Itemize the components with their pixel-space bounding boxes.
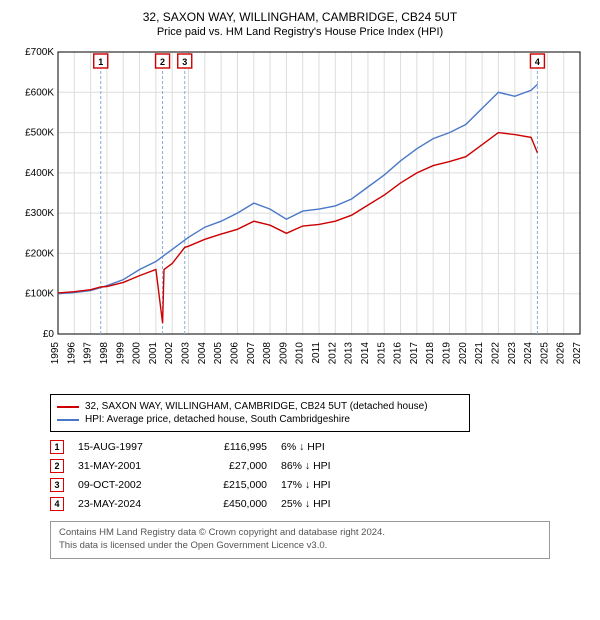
event-row: 1 15-AUG-1997 £116,995 6% ↓ HPI — [50, 440, 590, 454]
event-date: 09-OCT-2002 — [78, 479, 173, 491]
event-pct: 86% ↓ HPI — [281, 460, 381, 472]
event-date: 15-AUG-1997 — [78, 441, 173, 453]
svg-text:1: 1 — [98, 57, 103, 67]
svg-text:2007: 2007 — [246, 342, 257, 365]
svg-text:2010: 2010 — [295, 342, 306, 365]
svg-text:2005: 2005 — [213, 342, 224, 365]
svg-text:2015: 2015 — [376, 342, 387, 365]
event-row: 4 23-MAY-2024 £450,000 25% ↓ HPI — [50, 497, 590, 511]
title-main: 32, SAXON WAY, WILLINGHAM, CAMBRIDGE, CB… — [10, 10, 590, 24]
svg-text:2009: 2009 — [278, 342, 289, 365]
event-pct: 17% ↓ HPI — [281, 479, 381, 491]
svg-text:2011: 2011 — [311, 342, 322, 364]
title-sub: Price paid vs. HM Land Registry's House … — [10, 26, 590, 38]
svg-text:£500K: £500K — [25, 128, 54, 139]
svg-text:£200K: £200K — [25, 248, 54, 259]
legend: 32, SAXON WAY, WILLINGHAM, CAMBRIDGE, CB… — [50, 394, 470, 432]
legend-label: HPI: Average price, detached house, Sout… — [85, 414, 350, 425]
svg-text:£400K: £400K — [25, 168, 54, 179]
svg-text:1995: 1995 — [50, 342, 61, 365]
event-marker-icon: 2 — [50, 459, 64, 473]
svg-text:3: 3 — [182, 57, 187, 67]
svg-text:2004: 2004 — [197, 342, 208, 365]
event-price: £116,995 — [187, 441, 267, 453]
legend-swatch — [57, 406, 79, 408]
svg-text:2000: 2000 — [132, 342, 143, 365]
svg-text:2012: 2012 — [327, 342, 338, 365]
svg-text:2: 2 — [160, 57, 165, 67]
svg-text:2001: 2001 — [148, 342, 159, 365]
chart-container: 32, SAXON WAY, WILLINGHAM, CAMBRIDGE, CB… — [0, 0, 600, 569]
svg-text:2013: 2013 — [344, 342, 355, 365]
event-date: 31-MAY-2001 — [78, 460, 173, 472]
svg-text:2024: 2024 — [523, 342, 534, 365]
event-pct: 6% ↓ HPI — [281, 441, 381, 453]
svg-text:1997: 1997 — [83, 342, 94, 365]
svg-text:2023: 2023 — [507, 342, 518, 365]
chart-area: £0 £100K £200K £300K £400K £500K £600K £700K 199… — [10, 44, 590, 384]
legend-item: HPI: Average price, detached house, Sout… — [57, 414, 463, 425]
svg-text:2014: 2014 — [360, 342, 371, 365]
svg-text:2027: 2027 — [572, 342, 583, 365]
event-date: 23-MAY-2024 — [78, 498, 173, 510]
svg-text:2008: 2008 — [262, 342, 273, 365]
svg-text:2003: 2003 — [181, 342, 192, 365]
event-marker-icon: 4 — [50, 497, 64, 511]
svg-text:£100K: £100K — [25, 289, 54, 300]
event-row: 2 31-MAY-2001 £27,000 86% ↓ HPI — [50, 459, 590, 473]
svg-text:1998: 1998 — [99, 342, 110, 365]
legend-item: 32, SAXON WAY, WILLINGHAM, CAMBRIDGE, CB… — [57, 401, 463, 412]
events-table: 1 15-AUG-1997 £116,995 6% ↓ HPI 2 31-MAY-2001… — [50, 440, 590, 511]
event-pct: 25% ↓ HPI — [281, 498, 381, 510]
svg-text:1999: 1999 — [115, 342, 126, 365]
event-price: £215,000 — [187, 479, 267, 491]
event-marker-icon: 1 — [50, 440, 64, 454]
footer-attribution: Contains HM Land Registry data © Crown c… — [50, 521, 550, 559]
svg-text:£700K: £700K — [25, 47, 54, 58]
footer-line: This data is licensed under the Open Gov… — [59, 540, 541, 553]
svg-text:2021: 2021 — [474, 342, 485, 365]
svg-text:2018: 2018 — [425, 342, 436, 365]
svg-text:£600K: £600K — [25, 87, 54, 98]
event-row: 3 09-OCT-2002 £215,000 17% ↓ HPI — [50, 478, 590, 492]
svg-text:2020: 2020 — [458, 342, 469, 365]
svg-text:2006: 2006 — [229, 342, 240, 365]
svg-text:2019: 2019 — [442, 342, 453, 365]
svg-text:4: 4 — [535, 57, 540, 67]
svg-text:£300K: £300K — [25, 208, 54, 219]
svg-text:2022: 2022 — [490, 342, 501, 365]
event-marker-icon: 3 — [50, 478, 64, 492]
event-price: £27,000 — [187, 460, 267, 472]
svg-text:2017: 2017 — [409, 342, 420, 365]
svg-text:£0: £0 — [43, 329, 55, 340]
line-chart: £0 £100K £200K £300K £400K £500K £600K £700K 199… — [10, 44, 590, 384]
svg-text:2025: 2025 — [539, 342, 550, 365]
svg-text:2016: 2016 — [393, 342, 404, 365]
svg-text:1996: 1996 — [66, 342, 77, 365]
legend-label: 32, SAXON WAY, WILLINGHAM, CAMBRIDGE, CB… — [85, 401, 428, 412]
footer-line: Contains HM Land Registry data © Crown c… — [59, 527, 541, 540]
svg-text:2026: 2026 — [556, 342, 567, 365]
svg-text:2002: 2002 — [164, 342, 175, 365]
titles: 32, SAXON WAY, WILLINGHAM, CAMBRIDGE, CB… — [10, 10, 590, 38]
event-price: £450,000 — [187, 498, 267, 510]
legend-swatch — [57, 419, 79, 421]
